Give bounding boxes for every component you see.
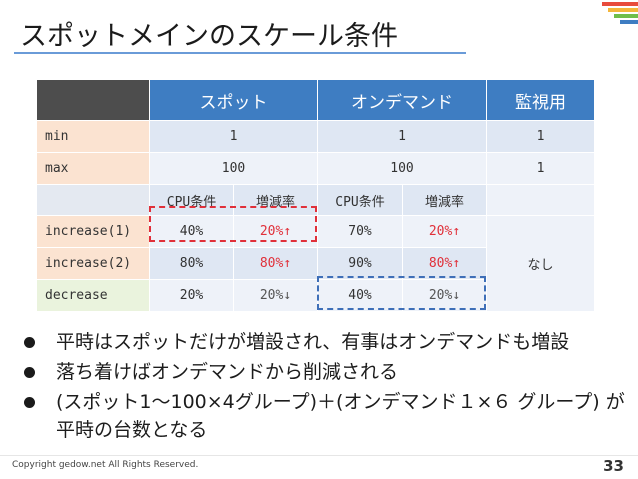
subheader-blank <box>36 184 150 216</box>
increase2-od-rate: 80%↑ <box>402 247 487 280</box>
accent-bar-blue <box>620 20 638 24</box>
bullet-item: 落ち着けばオンデマンドから削減される <box>20 358 630 386</box>
increase2-od-cpu: 90% <box>317 247 403 280</box>
copyright-text: Copyright gedow.net All Rights Reserved. <box>12 460 199 470</box>
increase1-spot-cpu: 40% <box>149 215 234 248</box>
max-watch: 1 <box>486 152 595 185</box>
decrease-spot-rate: 20%↓ <box>233 279 318 312</box>
min-ondemand: 1 <box>317 120 487 153</box>
min-watch: 1 <box>486 120 595 153</box>
row-label-increase1: increase(1) <box>36 215 150 248</box>
slide-title: スポットメインのスケール条件 <box>20 21 398 52</box>
highlight-box-ondemand-decrease <box>317 276 486 310</box>
header-ondemand: オンデマンド <box>317 79 487 121</box>
header-spot: スポット <box>149 79 318 121</box>
subheader-od-cpu: CPU条件 <box>317 184 403 216</box>
bullet-item: (スポット1～100×4グループ)＋(オンデマンド１×６ グループ) が平時の台… <box>20 388 630 444</box>
decrease-spot-cpu: 20% <box>149 279 234 312</box>
table-row-decrease: decrease 20% 20%↓ 40% 20%↓ <box>36 279 595 312</box>
max-ondemand: 100 <box>317 152 487 185</box>
row-label-decrease: decrease <box>36 279 150 312</box>
highlight-box-spot-increase <box>149 206 317 242</box>
table-row-increase1: increase(1) 40% 20%↑ 70% 20%↑ なし <box>36 215 595 312</box>
accent-bar-green <box>614 14 638 18</box>
increase2-spot-cpu: 80% <box>149 247 234 280</box>
bullet-text: 平時はスポットだけが増設され、有事はオンデマンドも増設 <box>56 331 570 353</box>
table-row-increase2: increase(2) 80% 80%↑ 90% 80%↑ <box>36 247 595 280</box>
page-number: 33 <box>603 457 624 475</box>
increase2-spot-rate: 80%↑ <box>233 247 318 280</box>
accent-bar-red <box>602 2 638 6</box>
header-watch: 監視用 <box>486 79 595 121</box>
bullet-text: (スポット1～100×4グループ)＋(オンデマンド１×６ グループ) が平時の台… <box>56 391 625 441</box>
bullet-dot-icon <box>24 367 35 378</box>
row-label-max: max <box>36 152 150 185</box>
increase1-od-rate: 20%↑ <box>402 215 487 248</box>
subheader-watch-blank <box>486 184 595 216</box>
decrease-od-cpu: 40% <box>317 279 403 312</box>
bullet-list: 平時はスポットだけが増設され、有事はオンデマンドも増設 落ち着けばオンデマンドか… <box>20 328 630 446</box>
table-row-max: max 100 100 1 <box>36 152 595 185</box>
max-spot: 100 <box>149 152 318 185</box>
bullet-text: 落ち着けばオンデマンドから削減される <box>56 361 399 383</box>
header-corner <box>36 79 150 121</box>
table-subheader-row: CPU条件 増減率 CPU条件 増減率 <box>36 184 595 216</box>
bullet-item: 平時はスポットだけが増設され、有事はオンデマンドも増設 <box>20 328 630 356</box>
scale-condition-table: スポット オンデマンド 監視用 min 1 1 1 max 100 100 1 … <box>36 79 595 312</box>
row-label-increase2: increase(2) <box>36 247 150 280</box>
table-row-min: min 1 1 1 <box>36 120 595 153</box>
table-header-row: スポット オンデマンド 監視用 <box>36 79 595 121</box>
subheader-spot-rate: 増減率 <box>233 184 318 216</box>
row-label-min: min <box>36 120 150 153</box>
subheader-od-rate: 増減率 <box>402 184 487 216</box>
title-underline <box>14 52 466 54</box>
accent-bar-yellow <box>608 8 638 12</box>
watch-note: なし <box>486 215 595 312</box>
decrease-od-rate: 20%↓ <box>402 279 487 312</box>
bullet-dot-icon <box>24 337 35 348</box>
increase1-od-cpu: 70% <box>317 215 403 248</box>
corner-accent <box>602 0 638 30</box>
footer-divider <box>0 455 638 456</box>
bullet-dot-icon <box>24 397 35 408</box>
min-spot: 1 <box>149 120 318 153</box>
